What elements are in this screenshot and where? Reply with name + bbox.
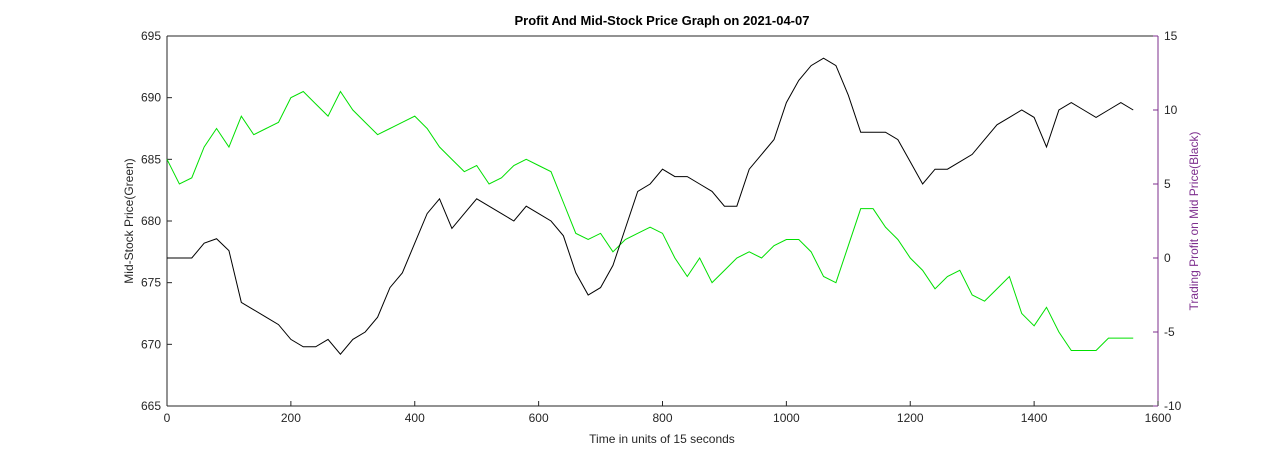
x-tick-label: 800 [652,411,672,425]
y2-tick-label: -10 [1164,399,1182,413]
y-tick-label: 690 [141,91,161,105]
y2-axis-label: Trading Profit on Mid Price(Black) [1187,132,1201,311]
x-axis-label: Time in units of 15 seconds [589,432,735,446]
y2-tick-label: 15 [1164,29,1178,43]
x-tick-label: 1200 [897,411,924,425]
y-tick-label: 675 [141,276,161,290]
x-tick-label: 0 [164,411,171,425]
x-tick-label: 1000 [773,411,800,425]
x-tick-label: 400 [405,411,425,425]
x-tick-label: 1400 [1021,411,1048,425]
y-tick-label: 695 [141,29,161,43]
y2-tick-label: 10 [1164,103,1178,117]
y2-tick-label: 5 [1164,177,1171,191]
y2-tick-label: 0 [1164,251,1171,265]
x-tick-label: 1600 [1145,411,1172,425]
y-tick-label: 670 [141,337,161,351]
y-axis-label: Mid-Stock Price(Green) [122,158,136,283]
x-tick-label: 600 [529,411,549,425]
chart-title: Profit And Mid-Stock Price Graph on 2021… [515,13,810,28]
y2-tick-label: -5 [1164,325,1175,339]
series-line [167,57,1134,355]
series-line [166,90,1134,351]
x-tick-label: 200 [281,411,301,425]
y-tick-label: 685 [141,152,161,166]
y-tick-label: 680 [141,214,161,228]
y-tick-label: 665 [141,399,161,413]
